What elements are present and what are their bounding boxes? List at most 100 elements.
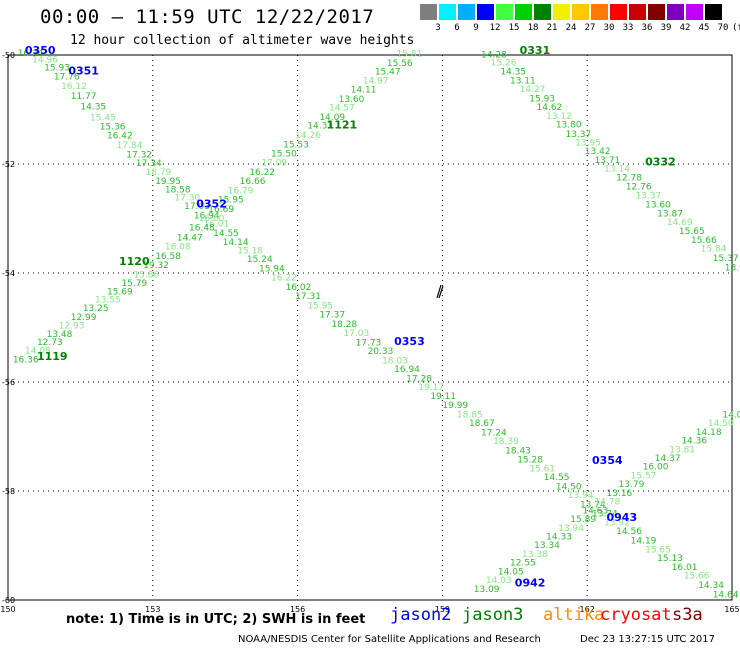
x-tick-label: 159 [435,605,450,614]
swh-value-label: 18.67 [469,419,495,429]
swh-value-label: 16.22 [271,274,297,284]
swh-value-label: 14.35 [80,103,106,113]
swh-value-label: 15.69 [107,287,133,297]
swh-value-label: 14.28 [481,51,507,61]
chart-subtitle: 12 hour collection of altimeter wave hei… [70,33,415,48]
swh-value-label: 15.81 [397,50,423,60]
swh-value-label: 13.60 [645,201,671,211]
swh-value-label: 18.03 [382,356,408,366]
swh-value-label: 15.45 [90,113,116,123]
pass-time-label: 0332 [645,156,676,169]
swh-value-label: 13.34 [534,541,560,551]
legend-tick-label: 18 [527,23,539,33]
swh-value-label: 16.12 [61,82,87,92]
x-tick-label: 165 [724,605,739,614]
y-tick-label: -54 [2,269,15,278]
legend-tick-label: 33 [622,23,634,33]
pass-time-label: 0352 [196,198,227,211]
swh-value-label: 15.65 [679,227,705,237]
legend-tick-label: 12 [489,23,501,33]
satellite-name-cryosat: cryosat [600,605,672,625]
swh-value-label: 14.56 [616,527,642,537]
swh-value-label: 15.66 [691,236,717,246]
generated-timestamp: Dec 23 13:27:15 UTC 2017 [580,634,715,645]
swh-value-label: 16.24 [18,49,44,59]
legend-tick-label: 6 [454,23,460,33]
x-tick-label: 156 [290,605,305,614]
legend-tick-label: 21 [546,23,558,33]
swh-value-label: 13.74 [580,500,606,510]
legend-swatch [705,4,722,20]
swh-value-label: 17.73 [356,338,382,348]
y-tick-label: -52 [2,160,15,169]
legend-swatch [629,4,646,20]
swh-value-label: 14.97 [363,76,389,86]
swh-value-label: 13.95 [575,138,601,148]
swh-value-label: 16.36 [13,355,39,365]
legend-tick-label: (ft) [732,23,740,33]
satellite-name-jason3: jason3 [462,605,524,625]
swh-value-label: 16.66 [240,177,266,187]
pass-time-label: 0943 [607,511,638,524]
swh-value-label: 17.84 [117,141,143,151]
swh-value-label: 18.39 [493,437,519,447]
swh-value-label: 16.01 [672,563,698,573]
swh-value-label: 12.93 [59,322,85,332]
track-marker-icon [436,284,444,299]
swh-value-label: 17.24 [481,428,507,438]
legend-tick-label: 36 [641,23,653,33]
swh-value-label: 14.57 [329,104,355,114]
legend-swatch [458,4,475,20]
swh-value-label: 17.76 [54,73,80,83]
swh-value-label: 15.93 [529,94,555,104]
swh-value-label: 15.89 [570,515,596,525]
swh-value-label: 13.55 [95,295,121,305]
swh-value-label: 17.03 [343,329,369,339]
swh-value-label: 12.55 [510,559,536,569]
swh-value-label: 15.79 [121,279,147,289]
swh-value-label: 13.87 [657,209,683,219]
footnote: note: 1) Time is in UTC; 2) SWH is in fe… [66,612,366,627]
swh-value-label: 13.48 [47,330,73,340]
swh-value-label: 17.34 [136,159,162,169]
legend-swatch [534,4,551,20]
swh-value-label: 13.81 [669,445,695,455]
swh-value-label: 13.11 [510,76,536,86]
legend-swatch [686,4,703,20]
swh-value-label: 14.33 [307,122,333,132]
swh-value-label: 17.31 [295,292,321,302]
swh-value-label: 14.55 [213,229,239,239]
swh-value-label: 15.26 [491,58,517,68]
swh-value-label: 14.69 [667,218,693,228]
swh-value-label: 16.00 [643,463,669,473]
swh-value-label: 14.50 [708,419,734,429]
legend-tick-label: 3 [435,23,441,33]
swh-value-label: 14.35 [500,68,526,78]
legend-tick-label: 27 [584,23,596,33]
swh-value-label: 13.79 [619,480,645,490]
swh-value-label: 14.96 [32,56,58,66]
swh-value-label: 14.63 [582,506,608,516]
swh-value-label: 14.37 [655,454,681,464]
swh-value-label: 15.95 [307,301,333,311]
legend-tick-label: 39 [660,23,672,33]
y-tick-label: -58 [2,487,15,496]
chart-title: 00:00 — 11:59 UTC 12/22/2017 [40,6,375,28]
swh-value-label: 13.9 [725,263,740,273]
swh-value-label: 16.58 [155,252,181,262]
swh-value-label: 15.50 [271,149,297,159]
swh-value-label: 15.56 [387,59,413,69]
legend-tick-label: 24 [565,23,577,33]
swh-value-label: 14.33 [546,533,572,543]
swh-value-label: 13.94 [568,491,594,501]
swh-value-label: 16.94 [194,212,220,222]
swh-value-label: 13.60 [339,95,365,105]
swh-value-label: 14.0 [722,410,740,420]
x-tick-label: 150 [0,605,15,614]
x-tick-label: 153 [145,605,160,614]
pass-time-label: 0353 [394,335,425,348]
swh-value-label: 13.16 [607,489,633,499]
legend-swatch [667,4,684,20]
pass-time-label: 0331 [520,44,551,57]
